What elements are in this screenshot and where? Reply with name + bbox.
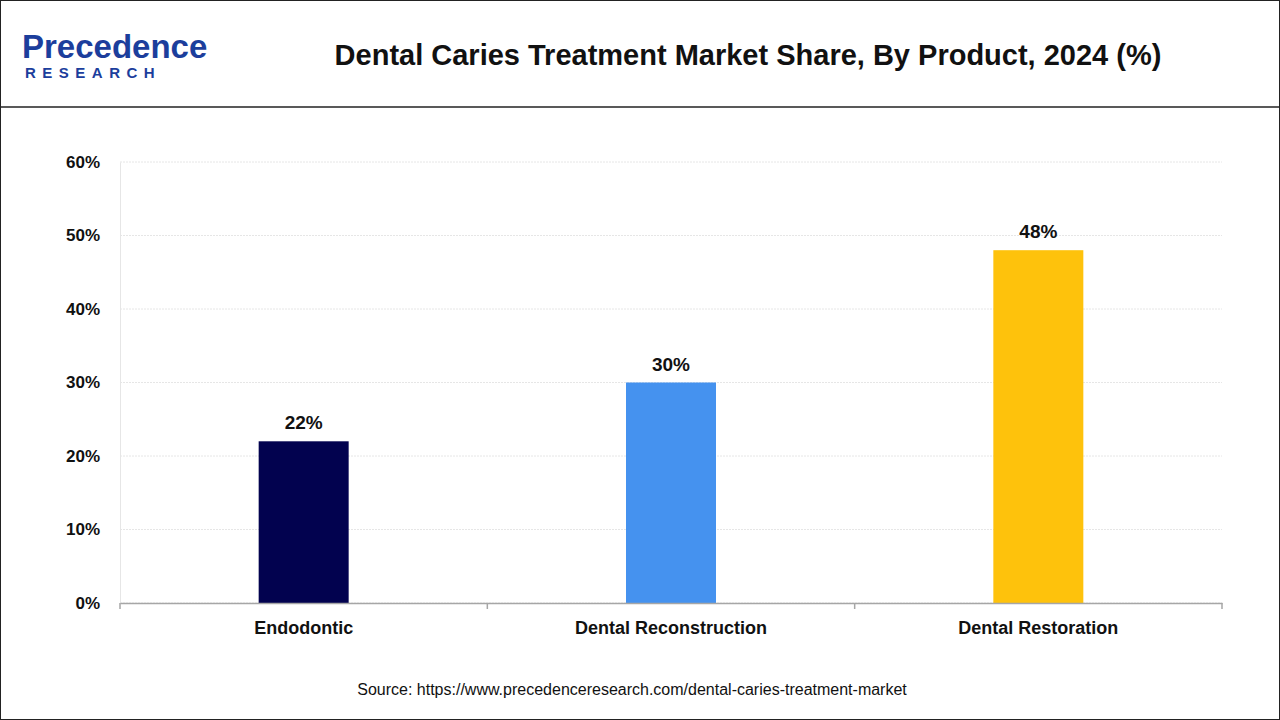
grid: [120, 162, 1222, 603]
frame: [1, 1, 1280, 720]
x-axis: Endodontic Dental Reconstruction Dental Re…: [121, 603, 1223, 638]
x-tick-label: Endodontic: [254, 618, 353, 638]
data-label: 48%: [1019, 221, 1057, 242]
bar: [259, 441, 349, 603]
y-tick-label: 40%: [66, 300, 100, 319]
x-tick-label: Dental Restoration: [958, 618, 1118, 638]
category-separator: [1221, 603, 1223, 609]
y-tick: 40%: [66, 300, 120, 319]
x-axis-line: [121, 603, 1223, 605]
y-axis: 0% 10% 20% 30% 40% 50% 60%: [66, 153, 121, 613]
category-separator: [854, 603, 856, 609]
bars: [259, 250, 1084, 603]
category-separators: [120, 603, 1222, 609]
x-tick-label: Dental Reconstruction: [575, 618, 767, 638]
y-tick-label: 0%: [75, 594, 100, 613]
y-tick: 0%: [75, 594, 120, 613]
y-tick-label: 10%: [66, 520, 100, 539]
y-tick: 60%: [66, 153, 120, 172]
y-tick: 30%: [66, 373, 120, 392]
data-label: 30%: [652, 354, 690, 375]
y-tick: 20%: [66, 447, 120, 466]
bar: [626, 383, 716, 604]
logo-subtext: RESEARCH: [25, 64, 161, 81]
x-tick: Endodontic: [254, 603, 353, 638]
data-labels: 22% 30% 48%: [285, 221, 1058, 433]
category-separator: [119, 603, 121, 609]
y-axis-line: [120, 163, 121, 604]
chart: PrecedenceRESEARCH Source: https://www.pr…: [0, 0, 1280, 720]
data-label: 22%: [285, 412, 323, 433]
y-tick-label: 60%: [66, 153, 100, 172]
y-tick-label: 50%: [66, 226, 100, 245]
y-tick-label: 30%: [66, 373, 100, 392]
y-tick: 50%: [66, 226, 120, 245]
source: Source: https://www.precedenceresearch.c…: [357, 681, 907, 698]
y-tick: 10%: [66, 520, 120, 539]
title: Dental Caries Treatment Market Share, By…: [335, 39, 1162, 71]
logo-text: Precedence: [22, 28, 207, 65]
bar: [993, 250, 1083, 603]
category-separator: [487, 603, 489, 609]
grid-line: [120, 162, 1222, 163]
header-divider: [0, 106, 1280, 108]
x-tick: Dental Reconstruction: [575, 603, 767, 638]
y-tick-label: 20%: [66, 447, 100, 466]
x-tick: Dental Restoration: [958, 603, 1118, 638]
